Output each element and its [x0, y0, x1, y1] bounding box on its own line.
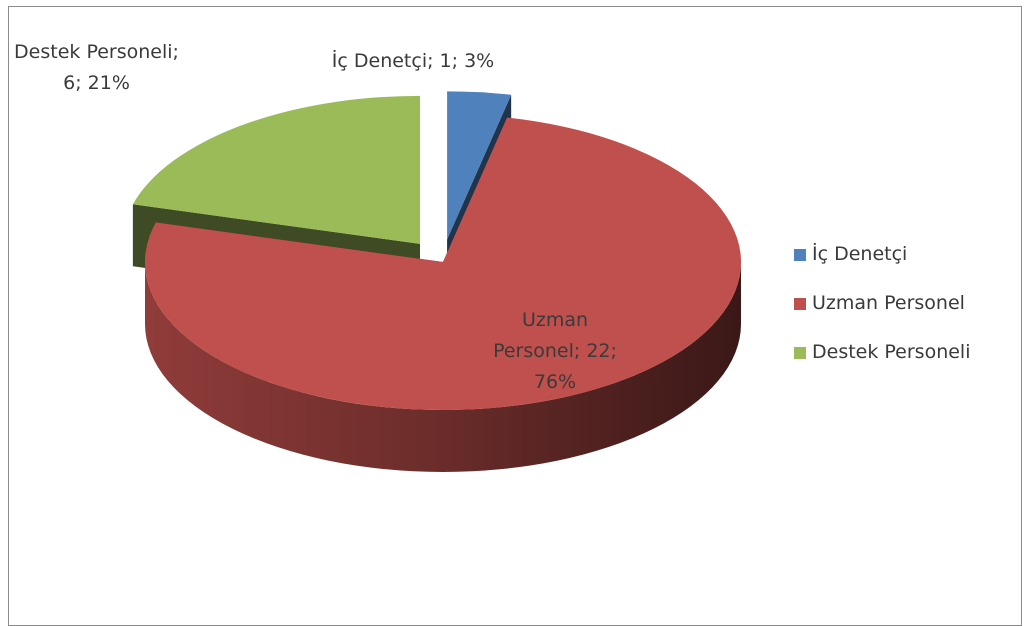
- data-label: İç Denetçi; 1; 3%: [331, 50, 495, 72]
- data-label: Destek Personeli; 6; 21%: [14, 41, 179, 94]
- slice-wall: [145, 262, 741, 472]
- legend-label: Destek Personeli: [812, 341, 971, 363]
- legend-swatch: [794, 249, 806, 261]
- chart: İç Denetçi; 1; 3% Uzman Personel; 22; 76%…: [8, 6, 1022, 626]
- legend-label: İç Denetçi: [812, 243, 908, 265]
- legend-swatch: [794, 347, 806, 359]
- legend-label: Uzman Personel: [812, 292, 965, 314]
- pie-area: [132, 91, 742, 472]
- slice: [132, 95, 421, 244]
- legend-swatch: [794, 298, 806, 310]
- slice: [447, 91, 512, 240]
- slice: [145, 117, 742, 411]
- data-label: Uzman Personel; 22; 76%: [493, 309, 617, 393]
